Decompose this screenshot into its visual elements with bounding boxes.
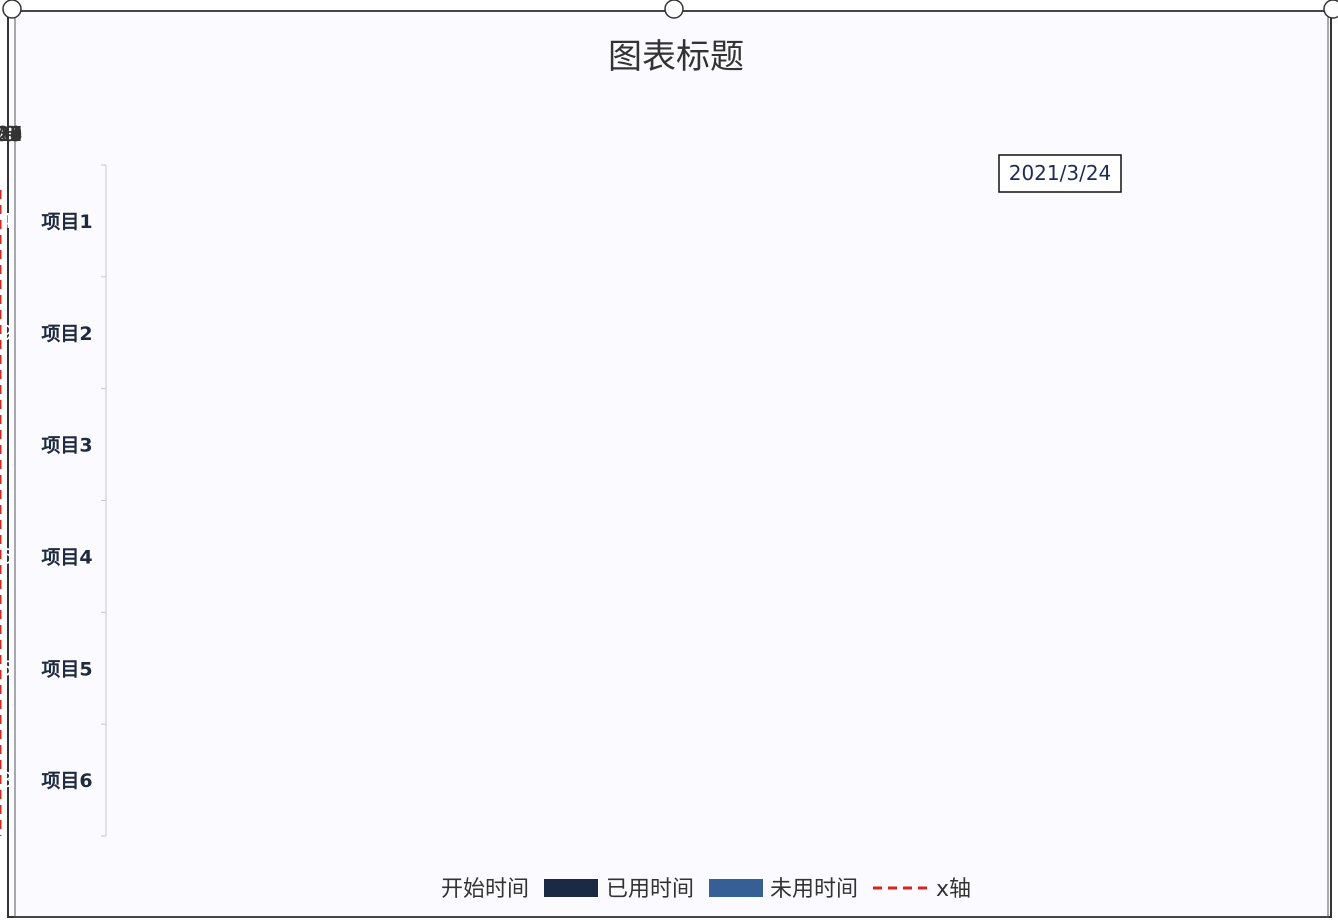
- category-label: 项目4: [41, 546, 92, 568]
- reference-date-label: 2021/3/24: [1009, 161, 1112, 185]
- bar-data-label: 2: [0, 209, 6, 233]
- y-axis: 项目1 项目2 项目3 项目4 项目5 项目6: [41, 164, 107, 837]
- resize-handle-top-left[interactable]: [2, 0, 22, 19]
- bar-data-label: 15: [0, 656, 13, 680]
- legend-label-start-time[interactable]: 开始时间: [441, 877, 529, 902]
- x-axis: 3/63/93/123/153/183/213/243/273/30: [0, 122, 22, 146]
- x-tick-label: 3/15: [0, 122, 22, 146]
- x-tick-label: 3/6: [0, 122, 16, 146]
- x-tick-label: 3/30: [0, 122, 22, 146]
- bar-data-label: 16: [0, 544, 13, 568]
- x-tick-label: 3/21: [0, 122, 22, 146]
- bar-data-label: 14: [0, 209, 13, 233]
- x-tick-label: 3/24: [0, 122, 22, 146]
- reference-line-group: 2021/3/24: [0, 154, 1122, 836]
- legend-swatch-used-time: [544, 879, 598, 897]
- chart-title[interactable]: 图表标题: [608, 37, 744, 77]
- bar-data-label: 19: [0, 321, 13, 345]
- bar-data-label: 18: [0, 768, 13, 792]
- category-label: 项目6: [41, 770, 92, 792]
- bars: 142192716215618: [0, 209, 13, 792]
- reference-label-box[interactable]: [998, 154, 1122, 193]
- x-tick-label: 3/18: [0, 122, 22, 146]
- legend: 开始时间 已用时间 未用时间 x轴: [441, 877, 971, 902]
- bar-data-label: 2: [0, 544, 6, 568]
- category-label: 项目1: [41, 211, 92, 233]
- legend-label-unused-time[interactable]: 未用时间: [770, 877, 858, 902]
- category-label: 项目5: [41, 658, 92, 680]
- x-tick-label: 3/27: [0, 122, 22, 146]
- x-tick-label: 3/9: [0, 122, 16, 146]
- bar-data-label: 7: [0, 433, 6, 457]
- bar-data-label: 6: [0, 656, 6, 680]
- legend-label-used-time[interactable]: 已用时间: [606, 877, 694, 902]
- bar-data-label: 2: [0, 433, 6, 457]
- category-label: 项目3: [41, 435, 92, 457]
- legend-swatch-unused-time: [709, 879, 763, 897]
- legend-label-x-axis[interactable]: x轴: [936, 877, 971, 902]
- x-tick-label: 3/12: [0, 122, 22, 146]
- resize-handle-top-right[interactable]: [1323, 0, 1338, 19]
- category-label: 项目2: [41, 323, 92, 345]
- resize-handle-top-center[interactable]: [664, 0, 684, 19]
